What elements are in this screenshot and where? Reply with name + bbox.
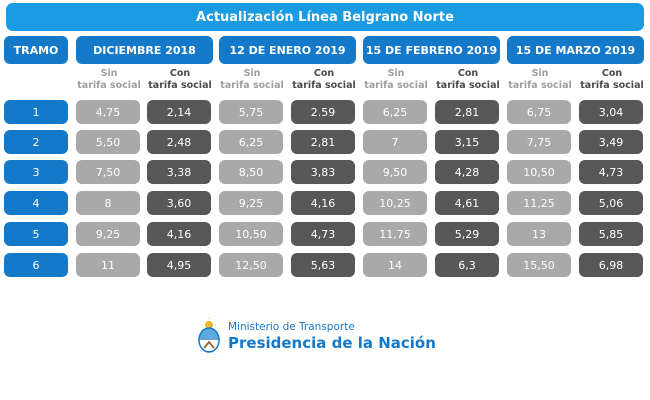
fare-con-tarifa-social: 3,38 [147, 160, 211, 184]
fare-sin-tarifa-social: 9,25 [76, 222, 140, 246]
fare-sin-tarifa-social: 5,75 [219, 100, 283, 124]
fare-con-tarifa-social: 4,73 [291, 222, 355, 246]
fare-con-tarifa-social: 6,98 [579, 253, 643, 277]
subheader-line: tarifa social [364, 80, 428, 91]
fare-con-tarifa-social: 4,73 [579, 160, 643, 184]
subheader-line: Con [313, 68, 335, 79]
tramo-label: 3 [4, 160, 68, 184]
fare-sin-tarifa-social: 4,75 [76, 100, 140, 124]
fare-con-tarifa-social: 3,04 [579, 100, 643, 124]
fare-con-tarifa-social: 5,85 [579, 222, 643, 246]
subheader-line: Sin [243, 68, 261, 79]
page-title: Actualización Línea Belgrano Norte [6, 3, 644, 31]
subheader-line: tarifa social [508, 80, 572, 91]
subheader-line: Con [169, 68, 191, 79]
subheader-line: Con [601, 68, 623, 79]
fare-sin-tarifa-social: 10,25 [363, 191, 427, 215]
fare-con-tarifa-social: 2.59 [291, 100, 355, 124]
fare-con-tarifa-social: 3,15 [435, 130, 499, 154]
argentina-coat-of-arms-icon [198, 318, 220, 353]
fare-con-tarifa-social: 4,95 [147, 253, 211, 277]
subheader-line: Con [457, 68, 479, 79]
fare-con-tarifa-social: 5,63 [291, 253, 355, 277]
fare-sin-tarifa-social: 12,50 [219, 253, 283, 277]
fare-sin-tarifa-social: 6,75 [507, 100, 571, 124]
subheader-line: tarifa social [77, 80, 141, 91]
tramo-label: 4 [4, 191, 68, 215]
fare-sin-tarifa-social: 8 [76, 191, 140, 215]
subheader-con-tarifa-social: Con tarifa social [291, 68, 357, 92]
fare-sin-tarifa-social: 15,50 [507, 253, 571, 277]
period-header: DICIEMBRE 2018 [76, 36, 213, 64]
subheader-line: Sin [531, 68, 549, 79]
fare-con-tarifa-social: 2,14 [147, 100, 211, 124]
fare-sin-tarifa-social: 11 [76, 253, 140, 277]
fare-con-tarifa-social: 4,28 [435, 160, 499, 184]
fare-sin-tarifa-social: 10,50 [507, 160, 571, 184]
subheader-con-tarifa-social: Con tarifa social [147, 68, 213, 92]
presidency-name: Presidencia de la Nación [228, 333, 436, 352]
tramo-header: TRAMO [4, 36, 68, 64]
fare-sin-tarifa-social: 7 [363, 130, 427, 154]
subheader-line: tarifa social [148, 80, 212, 91]
fare-sin-tarifa-social: 6,25 [219, 130, 283, 154]
fare-sin-tarifa-social: 5,50 [76, 130, 140, 154]
fare-sin-tarifa-social: 7,50 [76, 160, 140, 184]
subheader-line: tarifa social [436, 80, 500, 91]
fare-sin-tarifa-social: 11,25 [507, 191, 571, 215]
ministry-name: Ministerio de Transporte [228, 320, 355, 333]
subheader-sin-tarifa-social: Sin tarifa social [76, 68, 142, 92]
period-header: 15 DE MARZO 2019 [507, 36, 644, 64]
subheader-line: tarifa social [580, 80, 644, 91]
subheader-line: tarifa social [220, 80, 284, 91]
tramo-label: 6 [4, 253, 68, 277]
fare-con-tarifa-social: 3,49 [579, 130, 643, 154]
fare-con-tarifa-social: 6,3 [435, 253, 499, 277]
period-header: 12 DE ENERO 2019 [219, 36, 356, 64]
fare-sin-tarifa-social: 13 [507, 222, 571, 246]
fare-con-tarifa-social: 5,29 [435, 222, 499, 246]
subheader-sin-tarifa-social: Sin tarifa social [363, 68, 429, 92]
subheader-sin-tarifa-social: Sin tarifa social [507, 68, 573, 92]
fare-sin-tarifa-social: 11,75 [363, 222, 427, 246]
fare-con-tarifa-social: 3,83 [291, 160, 355, 184]
subheader-con-tarifa-social: Con tarifa social [579, 68, 645, 92]
subheader-sin-tarifa-social: Sin tarifa social [219, 68, 285, 92]
fare-sin-tarifa-social: 9,25 [219, 191, 283, 215]
fare-con-tarifa-social: 4,16 [147, 222, 211, 246]
fare-sin-tarifa-social: 9,50 [363, 160, 427, 184]
subheader-line: Sin [387, 68, 405, 79]
fare-con-tarifa-social: 2,81 [291, 130, 355, 154]
fare-sin-tarifa-social: 8,50 [219, 160, 283, 184]
ministry-logo: Ministerio de Transporte Presidencia de … [196, 316, 436, 356]
subheader-line: Sin [100, 68, 118, 79]
fare-con-tarifa-social: 2,48 [147, 130, 211, 154]
fare-sin-tarifa-social: 7,75 [507, 130, 571, 154]
fare-con-tarifa-social: 5,06 [579, 191, 643, 215]
fare-con-tarifa-social: 4,16 [291, 191, 355, 215]
subheader-con-tarifa-social: Con tarifa social [435, 68, 501, 92]
fare-con-tarifa-social: 3,60 [147, 191, 211, 215]
fare-sin-tarifa-social: 6,25 [363, 100, 427, 124]
tramo-label: 1 [4, 100, 68, 124]
tramo-label: 5 [4, 222, 68, 246]
fare-sin-tarifa-social: 14 [363, 253, 427, 277]
tramo-label: 2 [4, 130, 68, 154]
subheader-line: tarifa social [292, 80, 356, 91]
fare-con-tarifa-social: 4,61 [435, 191, 499, 215]
fare-sin-tarifa-social: 10,50 [219, 222, 283, 246]
period-header: 15 DE FEBRERO 2019 [363, 36, 500, 64]
fare-con-tarifa-social: 2,81 [435, 100, 499, 124]
